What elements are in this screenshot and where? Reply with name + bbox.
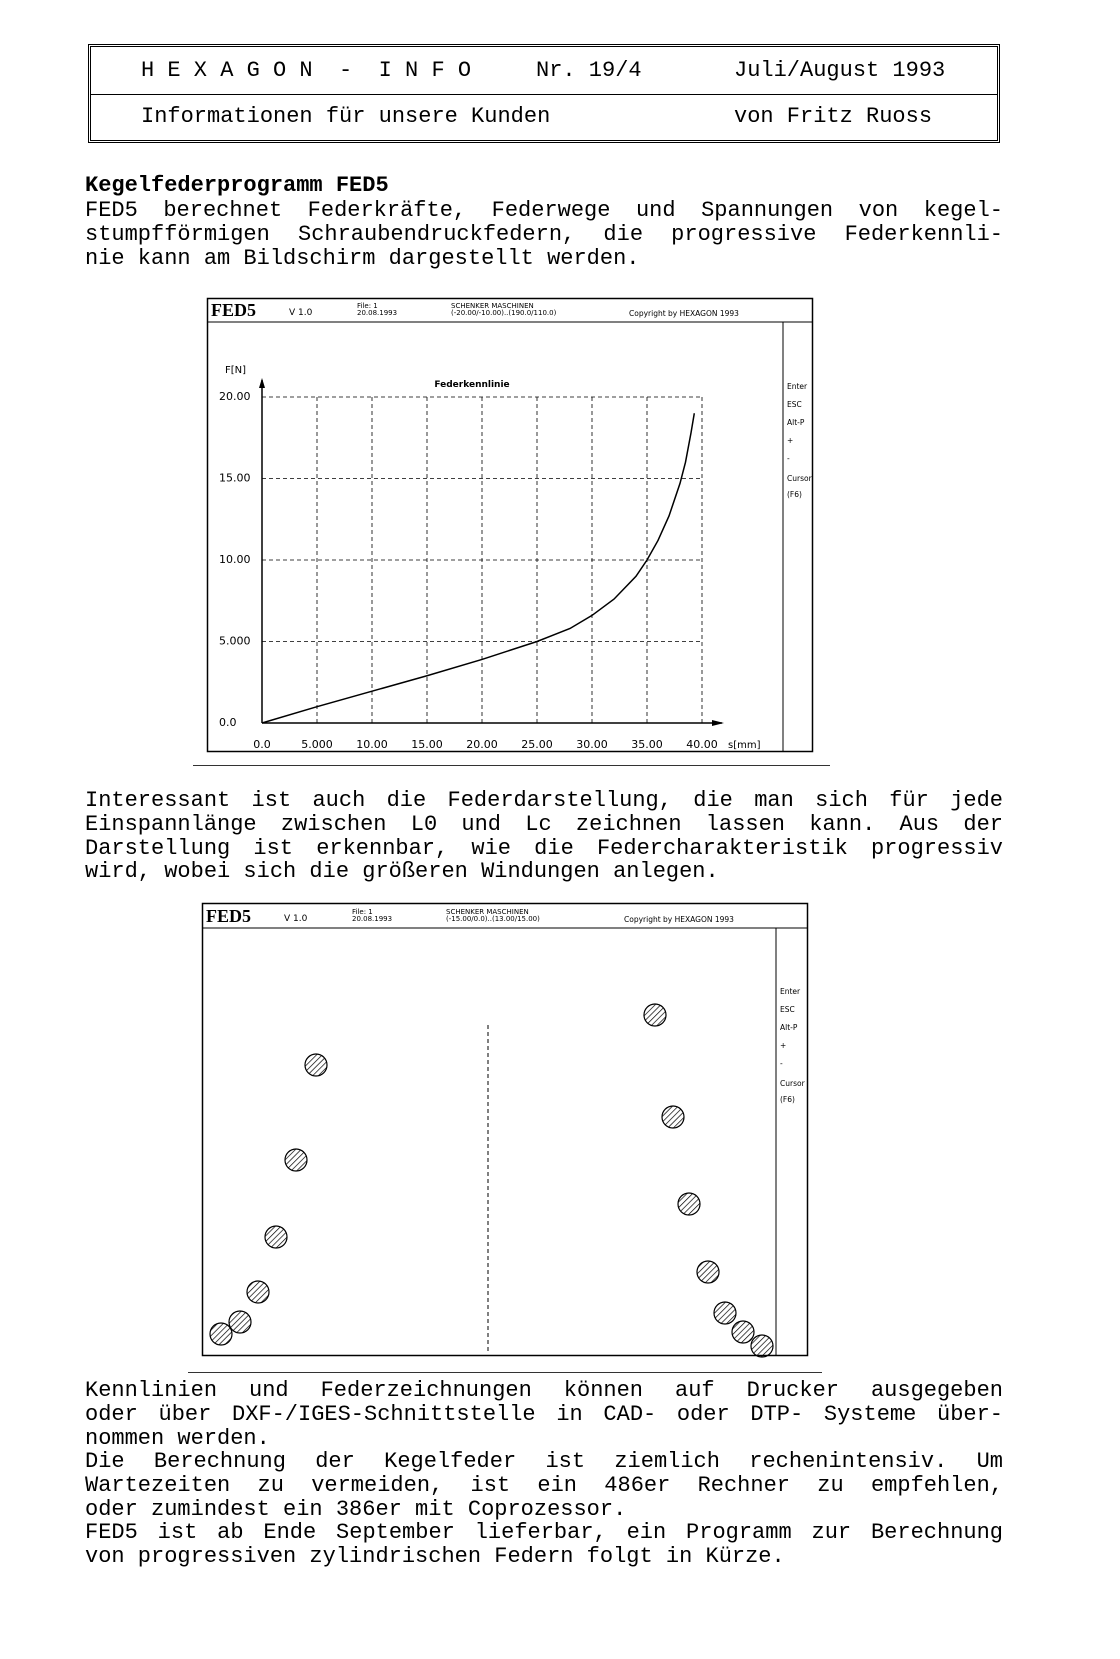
- wire-section: [304, 1053, 328, 1077]
- date: 20.08.1993: [352, 915, 392, 923]
- app-name: FED5: [206, 906, 251, 926]
- x-tick-label: 10.00: [356, 738, 388, 751]
- x-arrow: [712, 720, 724, 726]
- header-issue: Nr. 19/4: [536, 58, 642, 83]
- copyright: Copyright by HEXAGON 1993: [624, 915, 734, 924]
- separator: [193, 765, 830, 766]
- header-rule: [91, 94, 997, 95]
- x-tick-label: 5.000: [301, 738, 333, 751]
- heading: Kegelfederprogramm FED5: [85, 173, 389, 198]
- menu-item: Cursor: [780, 1079, 806, 1088]
- version: V 1.0: [289, 308, 313, 318]
- text-line: Kennlinien und Federzeichnungen können a…: [85, 1378, 1003, 1403]
- x-tick-label: 40.00: [686, 738, 718, 751]
- frame: [201, 902, 809, 1357]
- menu-item: Alt-P: [787, 418, 805, 427]
- y-tick-label: 0.0: [219, 716, 237, 729]
- text-line: nommen werden.: [85, 1425, 270, 1451]
- text-line: oder zumindest ein 386er mit Coprozessor…: [85, 1496, 627, 1522]
- text-line: FED5 ist ab Ende September lieferbar, ei…: [85, 1520, 1003, 1545]
- menu-item: +: [787, 436, 793, 445]
- wire-section: [677, 1192, 701, 1216]
- menu-item: -: [787, 454, 790, 463]
- x-tick-label: 15.00: [411, 738, 443, 751]
- wire-section: [246, 1280, 270, 1304]
- wire-section: [696, 1260, 720, 1284]
- menu-item: Enter: [780, 987, 801, 996]
- wire-section: [750, 1334, 774, 1358]
- menu-item: (F6): [780, 1095, 795, 1104]
- version: V 1.0: [284, 914, 308, 924]
- chart-title: Federkennlinie: [434, 380, 509, 390]
- text-line: Einspannlänge zwischen L0 und Lc zeichne…: [85, 811, 1003, 837]
- screenshot: FED5 V 1.0 File: 120.08.1993 SCHENKER MASCH…: [206, 297, 814, 753]
- company: SCHENKER MASCHINEN: [451, 302, 534, 310]
- wire-section: [731, 1320, 755, 1344]
- wire-section: [284, 1148, 308, 1172]
- menu-item: Alt-P: [780, 1023, 798, 1032]
- x-tick-label: 20.00: [466, 738, 498, 751]
- screenshot: FED5 V 1.0 File: 120.08.1993 SCHENKER MASCH…: [201, 902, 809, 1358]
- text-line: stumpfförmigen Schraubendruckfedern, die…: [85, 221, 1003, 247]
- x-tick-label: 30.00: [576, 738, 608, 751]
- menu-item: -: [780, 1059, 783, 1068]
- header-date: Juli/August 1993: [734, 58, 946, 83]
- text-line: oder über DXF-/IGES-Schnittstelle in CAD…: [85, 1401, 1003, 1427]
- x-tick-label: 25.00: [521, 738, 553, 751]
- y-tick-label: 15.00: [219, 472, 251, 485]
- y-tick-label: 20.00: [219, 390, 251, 403]
- header-subtitle: Informationen für unsere Kunden: [141, 104, 551, 129]
- wire-section: [661, 1105, 685, 1129]
- copyright: Copyright by HEXAGON 1993: [629, 309, 739, 318]
- menu-item: (F6): [787, 490, 802, 499]
- wire-section: [264, 1225, 288, 1249]
- menu-item: Cursor: [787, 474, 813, 483]
- wire-section: [643, 1003, 667, 1027]
- x-axis-label: s[mm]: [728, 740, 761, 751]
- y-tick-label: 5.000: [219, 635, 251, 648]
- date: 20.08.1993: [357, 309, 397, 317]
- menu-item: +: [780, 1041, 786, 1050]
- x-tick-label: 0.0: [253, 738, 271, 751]
- y-arrow: [259, 378, 265, 388]
- app-name: FED5: [211, 300, 256, 320]
- y-axis-label: F[N]: [225, 365, 246, 376]
- text-line: wird, wobei sich die größeren Windungen …: [85, 859, 719, 885]
- file: File: 1: [352, 908, 373, 916]
- wire-section: [713, 1301, 737, 1325]
- header-author: von Fritz Ruoss: [734, 104, 933, 129]
- wire-section: [209, 1322, 233, 1346]
- text-line: von progressiven zylindrischen Federn fo…: [85, 1543, 785, 1569]
- header-box: [88, 44, 1000, 143]
- frame: [206, 297, 814, 753]
- menu-item: ESC: [780, 1005, 795, 1014]
- header-title: H E X A G O N - I N F O: [141, 58, 472, 83]
- text-line: FED5 berechnet Federkräfte, Federwege un…: [85, 198, 1003, 223]
- x-tick-label: 35.00: [631, 738, 663, 751]
- text-line: nie kann am Bildschirm dargestellt werde…: [85, 245, 640, 271]
- range: (-15.00/0.0)..(13.00/15.00): [446, 915, 540, 923]
- text-line: Die Berechnung der Kegelfeder ist ziemli…: [85, 1449, 1003, 1474]
- wire-section: [228, 1310, 252, 1334]
- text-line: Interessant ist auch die Federdarstellun…: [85, 788, 1003, 813]
- text-line: Darstellung ist erkennbar, wie die Feder…: [85, 835, 1003, 861]
- range: (-20.00/-10.00)..(190.0/110.0): [451, 309, 557, 317]
- y-tick-label: 10.00: [219, 553, 251, 566]
- text-line: Wartezeiten zu vermeiden, ist ein 486er …: [85, 1472, 1003, 1498]
- file: File: 1: [357, 302, 378, 310]
- separator: [188, 1372, 822, 1373]
- curve: [261, 413, 696, 724]
- company: SCHENKER MASCHINEN: [446, 908, 529, 916]
- menu-item: ESC: [787, 400, 802, 409]
- menu-item: Enter: [787, 382, 808, 391]
